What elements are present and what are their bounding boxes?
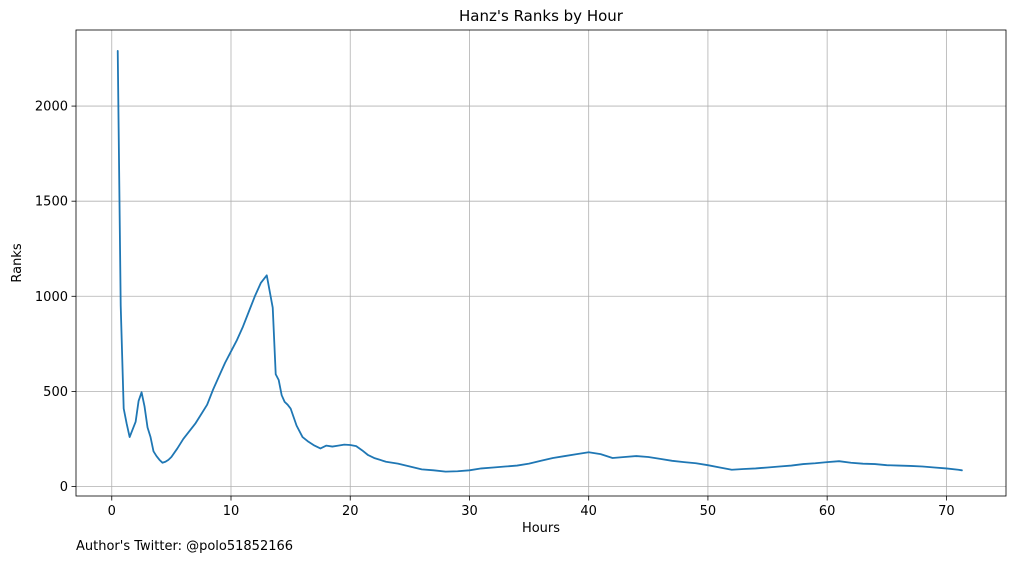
x-tick-label: 50 [700, 504, 717, 519]
x-tick-label: 30 [461, 504, 478, 519]
grid [76, 30, 1006, 496]
y-axis-label: Ranks [10, 243, 25, 282]
author-footnote: Author's Twitter: @polo51852166 [76, 539, 293, 554]
x-tick-label: 20 [342, 504, 359, 519]
x-tick-label: 70 [938, 504, 955, 519]
y-axis: 0 500 1000 1500 2000 [35, 100, 76, 495]
series-line [116, 50, 963, 473]
y-tick-label: 1500 [35, 195, 68, 210]
series-group [116, 50, 963, 473]
x-tick-label: 0 [108, 504, 116, 519]
x-axis-label: Hours [522, 521, 560, 536]
chart-title: Hanz's Ranks by Hour [459, 7, 624, 25]
y-tick-label: 500 [43, 385, 68, 400]
y-tick-label: 0 [60, 480, 68, 495]
x-tick-label: 40 [580, 504, 597, 519]
y-tick-label: 1000 [35, 290, 68, 305]
x-axis: 0 10 20 30 40 50 60 70 [108, 496, 955, 519]
x-tick-label: 60 [819, 504, 836, 519]
plot-frame [75, 29, 1007, 497]
x-tick-label: 10 [223, 504, 240, 519]
y-tick-label: 2000 [35, 100, 68, 115]
